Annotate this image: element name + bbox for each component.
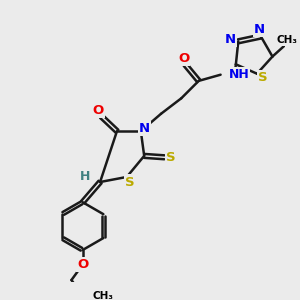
Text: CH₃: CH₃: [93, 291, 114, 300]
Text: N: N: [254, 23, 265, 36]
Text: H: H: [80, 170, 90, 184]
Text: N: N: [225, 33, 236, 46]
Text: O: O: [92, 104, 104, 117]
Text: S: S: [166, 151, 175, 164]
Text: N: N: [139, 122, 150, 135]
Text: NH: NH: [229, 68, 249, 81]
Text: S: S: [258, 70, 267, 84]
Text: S: S: [125, 176, 134, 188]
Text: O: O: [178, 52, 189, 65]
Text: O: O: [77, 258, 88, 271]
Text: CH₃: CH₃: [276, 35, 297, 45]
